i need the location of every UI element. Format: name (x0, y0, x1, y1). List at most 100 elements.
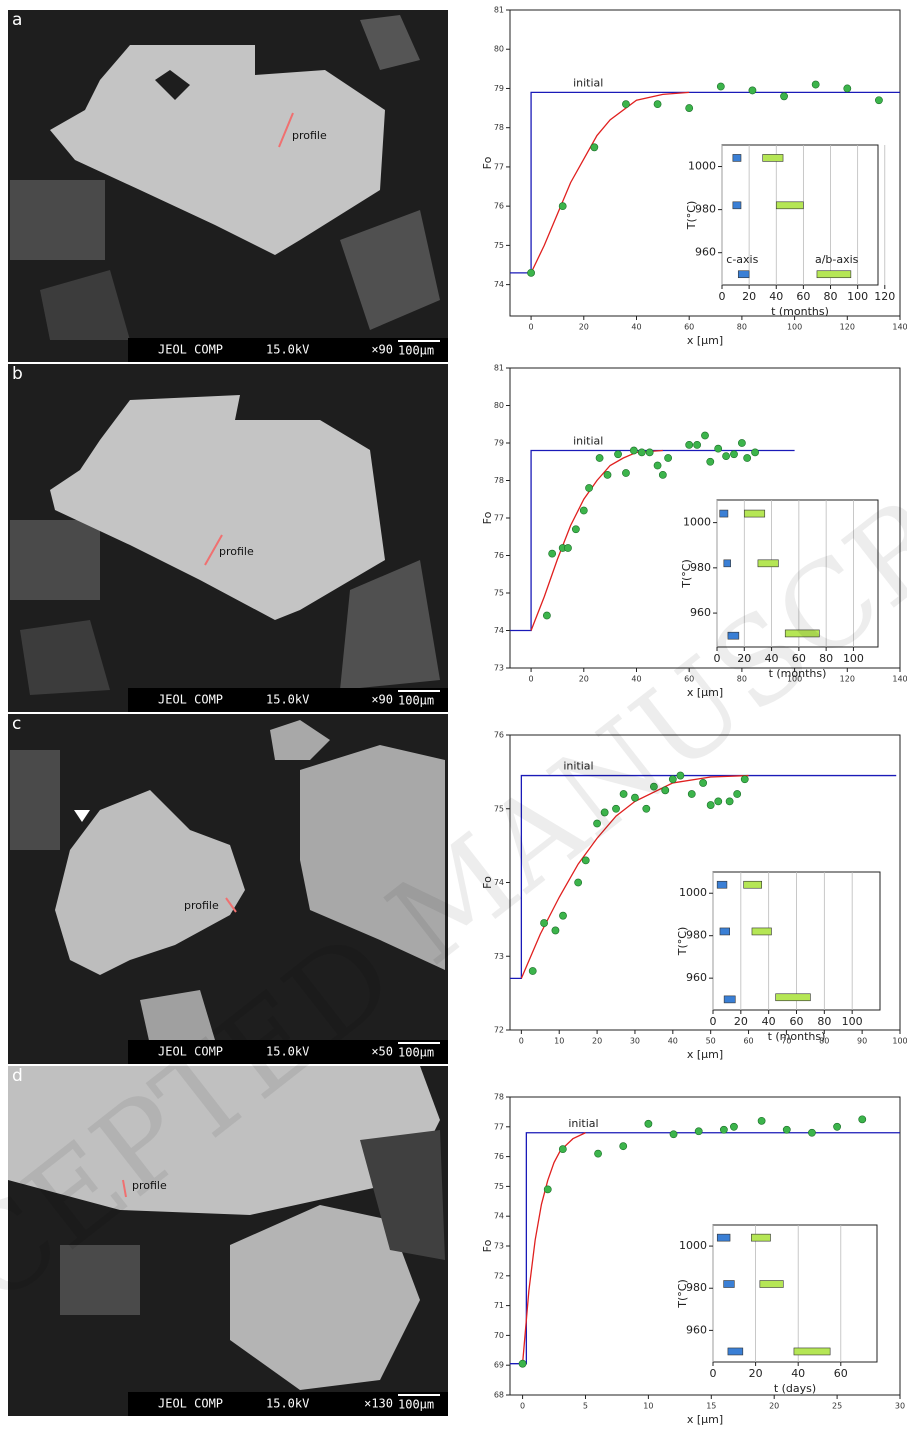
y-axis-label: Fo (481, 876, 494, 889)
x-tick-label: 120 (840, 675, 855, 684)
data-point (642, 804, 651, 813)
scale: 100μm (398, 344, 434, 358)
time-bar (743, 880, 763, 889)
data-point (706, 457, 715, 466)
x-tick-label: 40 (791, 1367, 805, 1380)
data-point (574, 878, 583, 887)
time-bar (759, 1280, 784, 1288)
magnification: ×130 (364, 1397, 393, 1411)
data-point (733, 790, 742, 798)
x-tick-label: 120 (874, 290, 895, 303)
data-point (594, 1149, 602, 1158)
time-bar (723, 1280, 735, 1288)
profile-label: profile (292, 129, 327, 142)
series-label: initial (573, 76, 603, 89)
y-tick-label: 980 (695, 203, 716, 216)
data-point (833, 1122, 841, 1131)
data-point (558, 202, 567, 211)
y-tick-label: 74 (494, 626, 504, 635)
x-tick-label: 0 (529, 675, 534, 684)
x-tick-label: 25 (832, 1402, 842, 1411)
time-bar (784, 629, 820, 638)
y-tick-label: 73 (494, 664, 504, 673)
data-point (622, 469, 630, 477)
x-tick-label: 20 (734, 1015, 748, 1028)
x-axis-label: x [μm] (687, 1048, 723, 1061)
data-point (603, 470, 612, 479)
time-bar (732, 201, 742, 210)
x-tick-label: 20 (579, 323, 589, 332)
time-bar (737, 270, 750, 279)
panel-label: c (12, 714, 21, 734)
profile-label: profile (132, 1179, 167, 1192)
time-bar (719, 927, 730, 936)
series-label: a/b-axis (815, 253, 859, 266)
data-point (528, 967, 537, 975)
x-tick-label: 80 (737, 675, 747, 684)
data-point (875, 96, 883, 105)
x-tick-label: 30 (630, 1037, 640, 1046)
sem-image-c (8, 714, 448, 1064)
scale: 100μm (398, 694, 434, 708)
time-bar (775, 993, 811, 1002)
y-tick-label: 1000 (683, 516, 711, 529)
x-tick-label: 60 (684, 323, 694, 332)
y-axis-label: Fo (481, 1239, 494, 1252)
data-point (637, 448, 646, 457)
x-tick-label: 50 (706, 1037, 716, 1046)
y-tick-label: 75 (494, 589, 504, 598)
time-bar (716, 1233, 731, 1242)
data-point (780, 92, 788, 101)
x-tick-label: 10 (643, 1402, 653, 1411)
data-point (694, 1127, 703, 1136)
y-tick-label: 75 (494, 804, 504, 813)
y-tick-label: 74 (494, 1212, 504, 1221)
data-point (858, 1115, 867, 1124)
y-axis-label: T(°C) (685, 201, 698, 230)
x-tick-label: 5 (583, 1402, 588, 1411)
data-point (737, 439, 746, 447)
x-tick-label: 100 (842, 1015, 863, 1028)
y-tick-label: 960 (686, 971, 707, 984)
y-axis-label: T(°C) (680, 559, 693, 588)
y-tick-label: 980 (686, 1281, 707, 1294)
data-point (714, 797, 723, 806)
time-bar (793, 1347, 831, 1356)
y-tick-label: 1000 (679, 1239, 707, 1252)
y-tick-label: 70 (494, 1331, 504, 1340)
data-point (527, 268, 535, 277)
x-tick-label: 40 (668, 1037, 678, 1046)
y-tick-label: 77 (494, 162, 504, 171)
x-tick-label: 10 (554, 1037, 564, 1046)
x-tick-label: 80 (737, 323, 747, 332)
scale: 100μm (398, 1046, 434, 1060)
data-point (619, 1142, 628, 1151)
x-tick-label: 40 (765, 652, 779, 665)
data-point (518, 1359, 527, 1368)
series-label: initial (573, 435, 603, 448)
x-axis-label: x [μm] (687, 334, 723, 347)
voltage: 15.0kV (266, 1397, 309, 1411)
data-point (725, 797, 734, 806)
x-tick-label: 20 (737, 652, 751, 665)
x-tick-label: 60 (796, 290, 810, 303)
data-point (701, 431, 709, 440)
x-tick-label: 100 (843, 652, 864, 665)
y-tick-label: 76 (494, 731, 504, 740)
y-axis-label: Fo (481, 511, 494, 524)
data-point (699, 779, 708, 787)
y-tick-label: 78 (494, 1093, 504, 1102)
time-bar (751, 1233, 771, 1242)
instrument: JEOL COMP (158, 1045, 223, 1059)
x-tick-label: 80 (824, 290, 838, 303)
data-point (782, 1125, 791, 1134)
y-tick-label: 72 (494, 1271, 504, 1280)
x-tick-label: 20 (769, 1402, 779, 1411)
data-point (579, 506, 588, 515)
x-tick-label: 100 (847, 290, 868, 303)
model-curve (521, 1132, 586, 1364)
data-point (645, 448, 654, 457)
x-tick-label: 20 (579, 675, 589, 684)
y-tick-label: 78 (494, 123, 504, 132)
